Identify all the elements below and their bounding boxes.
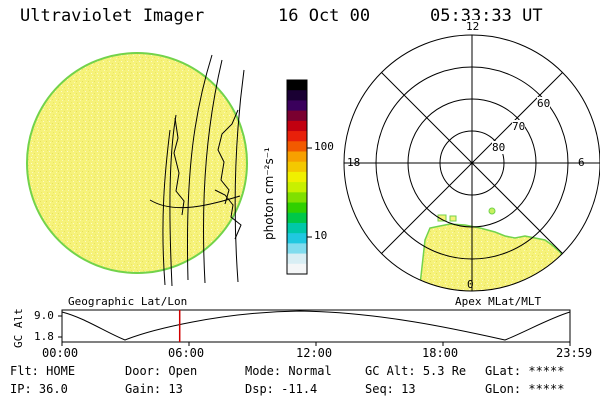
colorbar: [287, 80, 307, 275]
timeline-xtick-1200: 12:00: [296, 346, 333, 360]
colorbar-segment: [287, 263, 307, 275]
colorbar-segment: [287, 212, 307, 224]
status-glon: GLon: *****: [485, 382, 565, 396]
timeline-xtick-0000: 00:00: [42, 346, 79, 360]
polar-label-12: 12: [466, 20, 480, 33]
colorbar-segment: [287, 141, 307, 153]
polar-lat-70: 70: [512, 120, 526, 133]
status-mode: Mode: Normal: [245, 364, 332, 378]
date-label: 16 Oct 00: [278, 6, 371, 26]
polar-caption: Apex MLat/MLT: [455, 295, 542, 308]
colorbar-segment: [287, 131, 307, 142]
colorbar-segment: [287, 151, 307, 163]
colorbar-segment: [287, 182, 307, 193]
timeline-xtick-2359: 23:59: [556, 346, 593, 360]
colorbar-segment: [287, 110, 307, 122]
status-ip: IP: 36.0: [10, 382, 68, 396]
timeline-ytick-1.8: 1.8: [34, 330, 54, 343]
altitude-curve: [61, 310, 571, 341]
time-label: 05:33:33 UT: [430, 6, 543, 26]
timeline-ticks: [58, 315, 571, 346]
polar-label-6: 6: [578, 156, 585, 169]
colorbar-segment: [287, 243, 307, 255]
polar-label-18: 18: [347, 156, 361, 169]
status-door: Door: Open: [125, 364, 198, 378]
colorbar-unit-label: photon cm⁻²s⁻¹: [262, 147, 276, 240]
polar-lat-60: 60: [537, 97, 551, 110]
colorbar-segment: [287, 171, 307, 183]
status-gc-alt: GC Alt: 5.3 Re: [365, 364, 467, 378]
colorbar-segment: [287, 192, 307, 204]
timeline-y-label: GC Alt: [12, 308, 25, 348]
colorbar-segment: [287, 120, 307, 132]
timeline-ytick-9: 9.0: [34, 309, 54, 322]
coastline-overlay: [149, 54, 245, 287]
polar-lat-80: 80: [492, 141, 506, 154]
colorbar-segment: [287, 253, 307, 265]
colorbar-segment: [287, 233, 307, 244]
colorbar-segment: [287, 90, 307, 102]
polar-label-0: 0: [467, 278, 474, 291]
status-gain: Gain: 13: [125, 382, 183, 396]
colorbar-segment: [287, 80, 307, 91]
polar-diagonal-2: [381, 72, 563, 254]
colorbar-segment: [287, 161, 307, 173]
timeline-plot: [58, 309, 571, 346]
colorbar-segment: [287, 100, 307, 112]
polar-plot: [343, 34, 600, 292]
geographic-image: [26, 52, 248, 287]
status-dsp: Dsp: -11.4: [245, 382, 318, 396]
colorbar-label-10: 10: [314, 229, 328, 242]
colorbar-segment: [287, 222, 307, 234]
colorbar-frame: [286, 79, 308, 275]
status-seq: Seq: 13: [365, 382, 416, 396]
colorbar-label-100: 100: [314, 140, 334, 153]
status-flt: Flt: HOME: [10, 364, 76, 378]
left-map-caption: Geographic Lat/Lon: [68, 295, 188, 308]
auroral-oval: [419, 223, 576, 291]
timeline-xtick-0600: 06:00: [168, 346, 205, 360]
timeline-xtick-1800: 18:00: [422, 346, 459, 360]
colorbar-segment: [287, 202, 307, 214]
status-glat: GLat: *****: [485, 364, 565, 378]
app-title: Ultraviolet Imager: [20, 6, 205, 26]
